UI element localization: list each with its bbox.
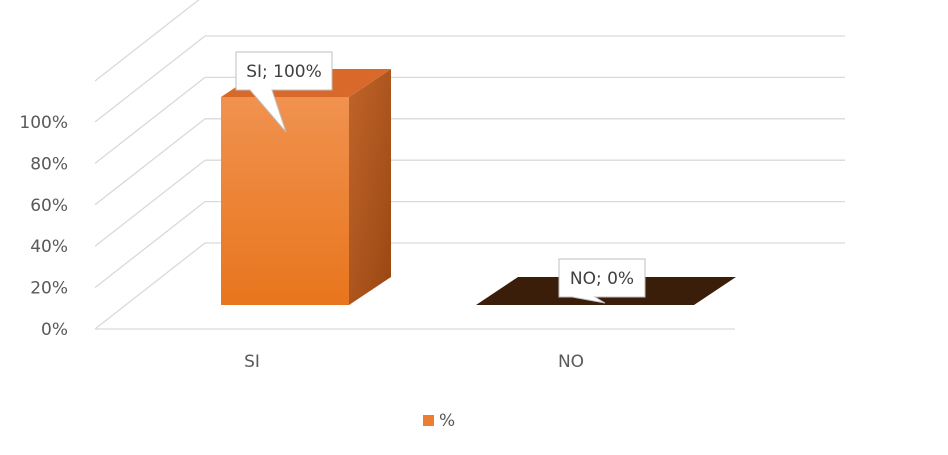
- y-axis-labels: 0% 20% 40% 60% 80% 100%: [19, 113, 68, 340]
- svg-text:SI; 100%: SI; 100%: [246, 62, 322, 82]
- gridline: [94, 76, 845, 164]
- bar-si: [221, 69, 391, 305]
- gridlines: [94, 0, 845, 330]
- x-tick-label: SI: [244, 352, 260, 372]
- gridline: [94, 35, 845, 123]
- gridline: [94, 159, 845, 247]
- legend-item: %: [423, 411, 455, 431]
- gridline: [94, 200, 845, 289]
- x-tick-label: NO: [558, 352, 584, 372]
- data-label: NO; 0%: [558, 258, 646, 304]
- legend: %: [423, 411, 455, 431]
- gridline: [94, 0, 200, 82]
- y-tick-label: 60%: [30, 196, 68, 216]
- legend-label: %: [439, 411, 455, 431]
- bars: [221, 69, 736, 305]
- y-tick-label: 80%: [30, 154, 68, 174]
- gridline: [94, 118, 845, 206]
- svg-text:NO; 0%: NO; 0%: [570, 269, 634, 289]
- y-tick-label: 0%: [41, 320, 68, 340]
- legend-swatch: [423, 415, 434, 426]
- y-tick-label: 100%: [19, 113, 68, 133]
- data-labels: SI; 100% NO; 0%: [235, 51, 646, 304]
- data-label: SI; 100%: [235, 51, 333, 133]
- y-tick-label: 20%: [30, 279, 68, 299]
- x-axis-labels: SI NO: [244, 352, 584, 372]
- gridline: [94, 242, 845, 330]
- y-tick-label: 40%: [30, 237, 68, 257]
